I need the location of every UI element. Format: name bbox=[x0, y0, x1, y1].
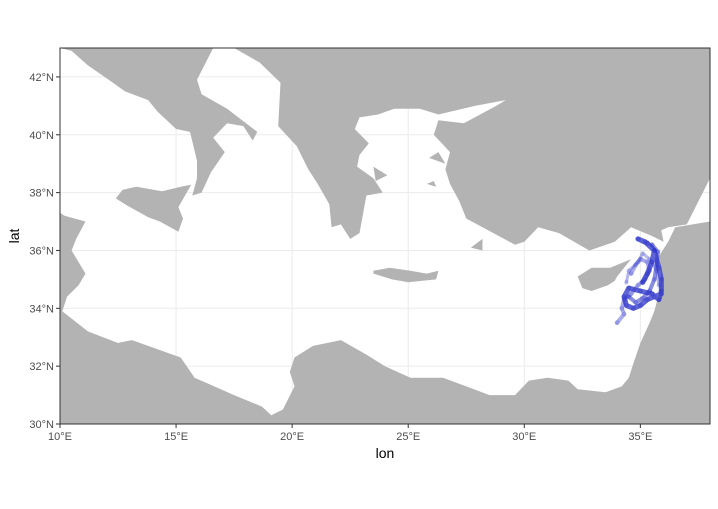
track-point bbox=[633, 262, 639, 268]
track-point bbox=[626, 294, 632, 300]
track-point bbox=[647, 268, 653, 274]
track-point bbox=[644, 240, 650, 246]
y-tick-label: 30°N bbox=[29, 419, 54, 431]
y-tick-label: 34°N bbox=[29, 303, 54, 315]
land-polygon bbox=[373, 166, 388, 181]
y-tick-label: 42°N bbox=[29, 72, 54, 84]
track-point bbox=[635, 282, 641, 288]
y-tick-label: 38°N bbox=[29, 188, 54, 200]
track-point bbox=[628, 271, 634, 277]
land-polygon bbox=[470, 238, 483, 251]
land-polygon bbox=[429, 152, 446, 164]
land-polygon bbox=[373, 267, 439, 283]
track-point bbox=[654, 262, 660, 268]
x-axis: 10°E 15°E 20°E 25°E 30°E 35°E bbox=[48, 424, 652, 443]
y-tick-label: 32°N bbox=[29, 361, 54, 373]
track-point bbox=[621, 311, 627, 317]
x-tick-label: 25°E bbox=[396, 431, 420, 443]
track-point bbox=[658, 288, 664, 294]
y-tick-label: 40°N bbox=[29, 130, 54, 142]
vessel-tracks bbox=[614, 236, 664, 326]
vessel-track bbox=[621, 236, 664, 311]
track-point bbox=[642, 239, 648, 245]
track-point bbox=[619, 305, 625, 311]
x-tick-label: 20°E bbox=[280, 431, 304, 443]
track-point bbox=[649, 242, 655, 248]
vessel-track bbox=[626, 242, 660, 305]
track-point bbox=[623, 302, 629, 308]
track-point bbox=[656, 282, 662, 288]
track-point bbox=[658, 291, 664, 297]
track-point bbox=[640, 279, 646, 285]
x-tick-label: 30°E bbox=[512, 431, 536, 443]
track-point bbox=[630, 305, 636, 311]
track-point bbox=[621, 297, 627, 303]
track-point bbox=[614, 320, 620, 326]
track-point bbox=[621, 294, 627, 300]
track-point bbox=[651, 276, 657, 282]
land-polygon bbox=[60, 212, 710, 424]
track-point bbox=[626, 268, 632, 274]
track-point bbox=[647, 256, 653, 262]
track-point bbox=[644, 297, 650, 303]
track-point bbox=[635, 236, 641, 242]
track-point bbox=[642, 276, 648, 282]
track-point bbox=[637, 288, 643, 294]
track-point bbox=[637, 302, 643, 308]
track-point bbox=[649, 259, 655, 265]
x-axis-title: lon bbox=[376, 445, 395, 461]
land-polygon bbox=[577, 259, 632, 291]
track-point bbox=[637, 256, 643, 262]
track-point bbox=[640, 250, 646, 256]
land-masses bbox=[60, 48, 710, 424]
track-point bbox=[656, 297, 662, 303]
x-tick-label: 10°E bbox=[48, 431, 72, 443]
y-axis: 30°N 32°N 34°N 36°N 38°N 40°N 42°N bbox=[29, 72, 60, 431]
track-point bbox=[640, 295, 646, 301]
track-point bbox=[647, 288, 653, 294]
track-point bbox=[633, 300, 639, 305]
track-point bbox=[644, 271, 650, 277]
track-point bbox=[626, 285, 632, 291]
track-point bbox=[651, 294, 657, 300]
land-polygon bbox=[60, 48, 710, 251]
track-point bbox=[658, 276, 664, 282]
track-point bbox=[655, 249, 661, 255]
x-tick-label: 15°E bbox=[164, 431, 188, 443]
x-tick-label: 35°E bbox=[628, 431, 652, 443]
track-point bbox=[635, 259, 641, 265]
land-polygon bbox=[426, 181, 437, 187]
land-polygon bbox=[115, 184, 192, 232]
track-point bbox=[623, 279, 629, 285]
vessel-track bbox=[615, 257, 652, 325]
y-axis-title: lat bbox=[6, 229, 22, 244]
y-tick-label: 36°N bbox=[29, 245, 54, 257]
track-point bbox=[644, 259, 650, 265]
panel-border bbox=[59, 47, 711, 425]
